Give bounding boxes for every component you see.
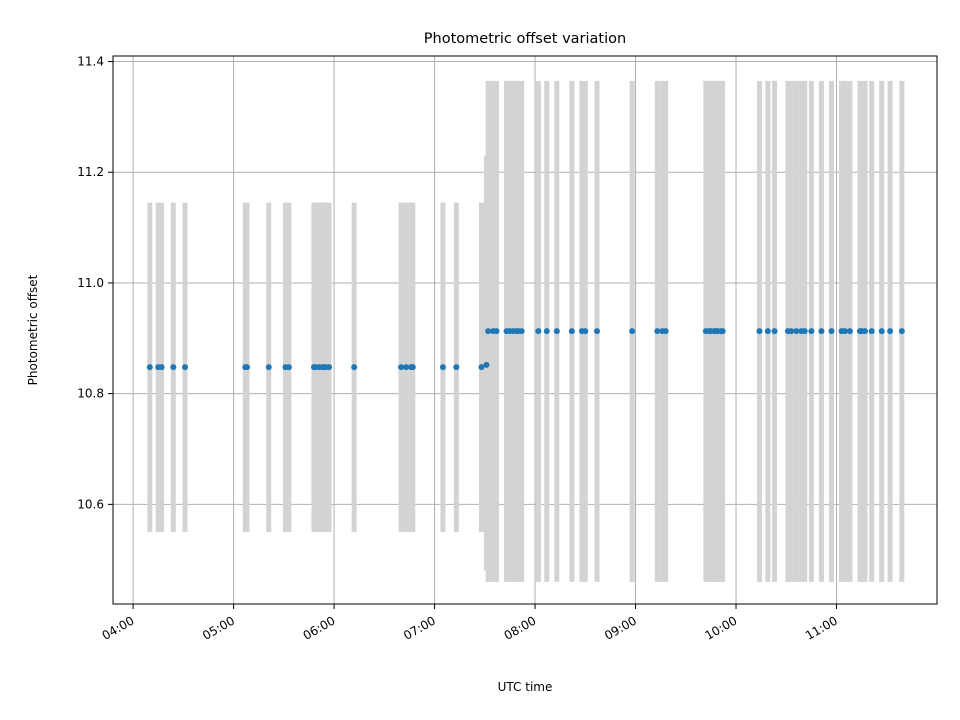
chart-title: Photometric offset variation (424, 31, 626, 47)
data-point (398, 364, 405, 371)
data-point (158, 364, 165, 371)
data-point (788, 328, 795, 335)
data-point (478, 364, 485, 371)
data-point (453, 364, 460, 371)
y-tick-label: 10.6 (77, 497, 104, 511)
data-point (518, 328, 525, 335)
data-point (878, 328, 885, 335)
data-point (243, 364, 250, 371)
data-point (568, 328, 575, 335)
y-axis-ticks: 10.6 10.8 11.0 11.2 11.4 (77, 55, 113, 511)
data-point (439, 364, 446, 371)
data-point (326, 364, 333, 371)
data-point (756, 328, 763, 335)
data-points (146, 328, 905, 371)
data-point (828, 328, 835, 335)
data-point (868, 328, 875, 335)
data-point (182, 364, 189, 371)
plot-frame (112, 55, 938, 605)
data-point (808, 328, 815, 335)
data-point (719, 328, 726, 335)
y-tick-label: 10.8 (77, 387, 104, 401)
data-point (351, 364, 358, 371)
data-point (793, 328, 800, 335)
data-point (535, 328, 542, 335)
data-point (801, 328, 808, 335)
data-point (170, 364, 177, 371)
y-tick-label: 11.0 (77, 276, 104, 290)
data-point (818, 328, 825, 335)
y-axis-label: Photometric offset (26, 274, 40, 385)
data-point (409, 364, 416, 371)
data-point (543, 328, 550, 335)
data-point (654, 328, 661, 335)
data-point (493, 328, 500, 335)
data-point (553, 328, 560, 335)
data-point (898, 328, 905, 335)
data-point (662, 328, 669, 335)
data-point (841, 328, 848, 335)
y-tick-label: 11.4 (77, 55, 104, 69)
data-point (582, 328, 589, 335)
data-point (629, 328, 636, 335)
data-point (265, 364, 272, 371)
data-point (771, 328, 778, 335)
data-point (887, 328, 894, 335)
data-point (846, 328, 853, 335)
x-axis-label: UTC time (498, 680, 553, 694)
data-point (146, 364, 153, 371)
data-point (485, 328, 492, 335)
data-point (285, 364, 292, 371)
data-point (764, 328, 771, 335)
data-point (861, 328, 868, 335)
data-point (594, 328, 601, 335)
data-point (403, 364, 410, 371)
y-tick-label: 11.2 (77, 165, 104, 179)
data-point (483, 361, 490, 368)
